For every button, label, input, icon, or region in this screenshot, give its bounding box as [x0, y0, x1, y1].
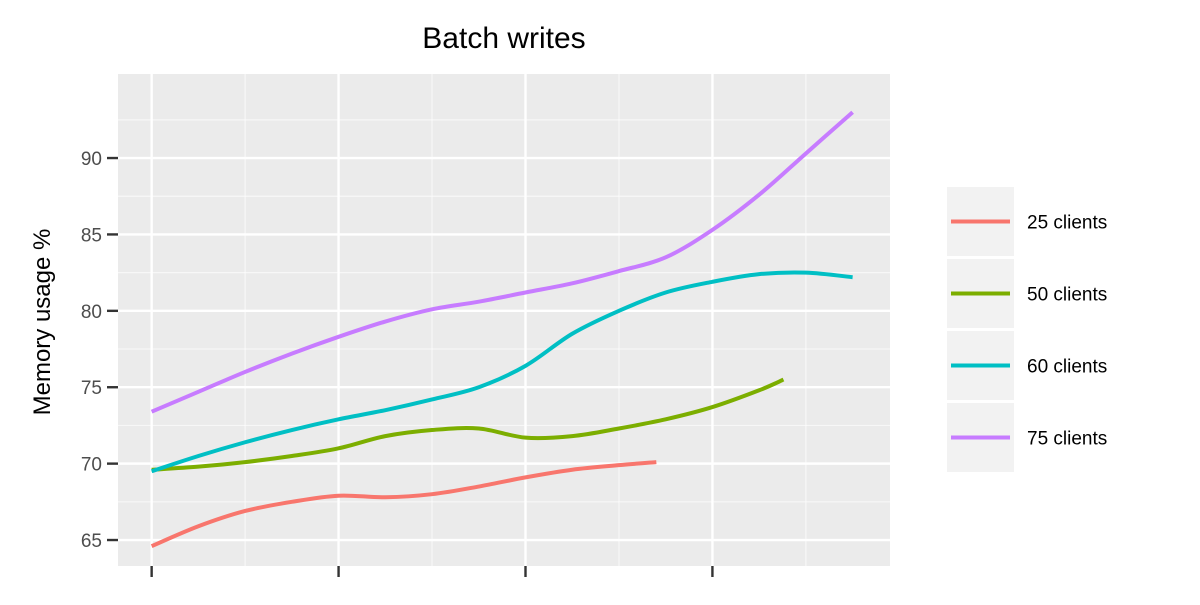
legend-label: 60 clients — [1027, 357, 1107, 378]
legend-label: 50 clients — [1027, 285, 1107, 306]
y-tick-label: 65 — [81, 531, 102, 552]
y-tick-label: 80 — [81, 302, 102, 323]
legend: 25 clients 50 clients 60 clients 75 clients — [947, 187, 1107, 472]
plot-panel — [118, 74, 890, 566]
series-lines — [150, 110, 854, 548]
legend-label: 25 clients — [1027, 213, 1107, 234]
legend-label: 75 clients — [1027, 429, 1107, 450]
y-tick-label: 85 — [81, 225, 102, 246]
y-tick-label: 75 — [81, 378, 102, 399]
y-tick-label: 70 — [81, 455, 102, 476]
series-line-60-clients — [151, 270, 853, 474]
chart-title: Batch writes — [422, 22, 585, 55]
axes: 65 70 75 80 85 90 — [81, 149, 714, 577]
series-line-50-clients — [151, 377, 785, 472]
y-tick-label: 90 — [81, 149, 102, 170]
y-axis-label: Memory usage % — [29, 229, 56, 416]
plot-background — [118, 74, 890, 566]
series-line-75-clients — [150, 110, 854, 414]
series-line-25-clients — [150, 460, 657, 548]
